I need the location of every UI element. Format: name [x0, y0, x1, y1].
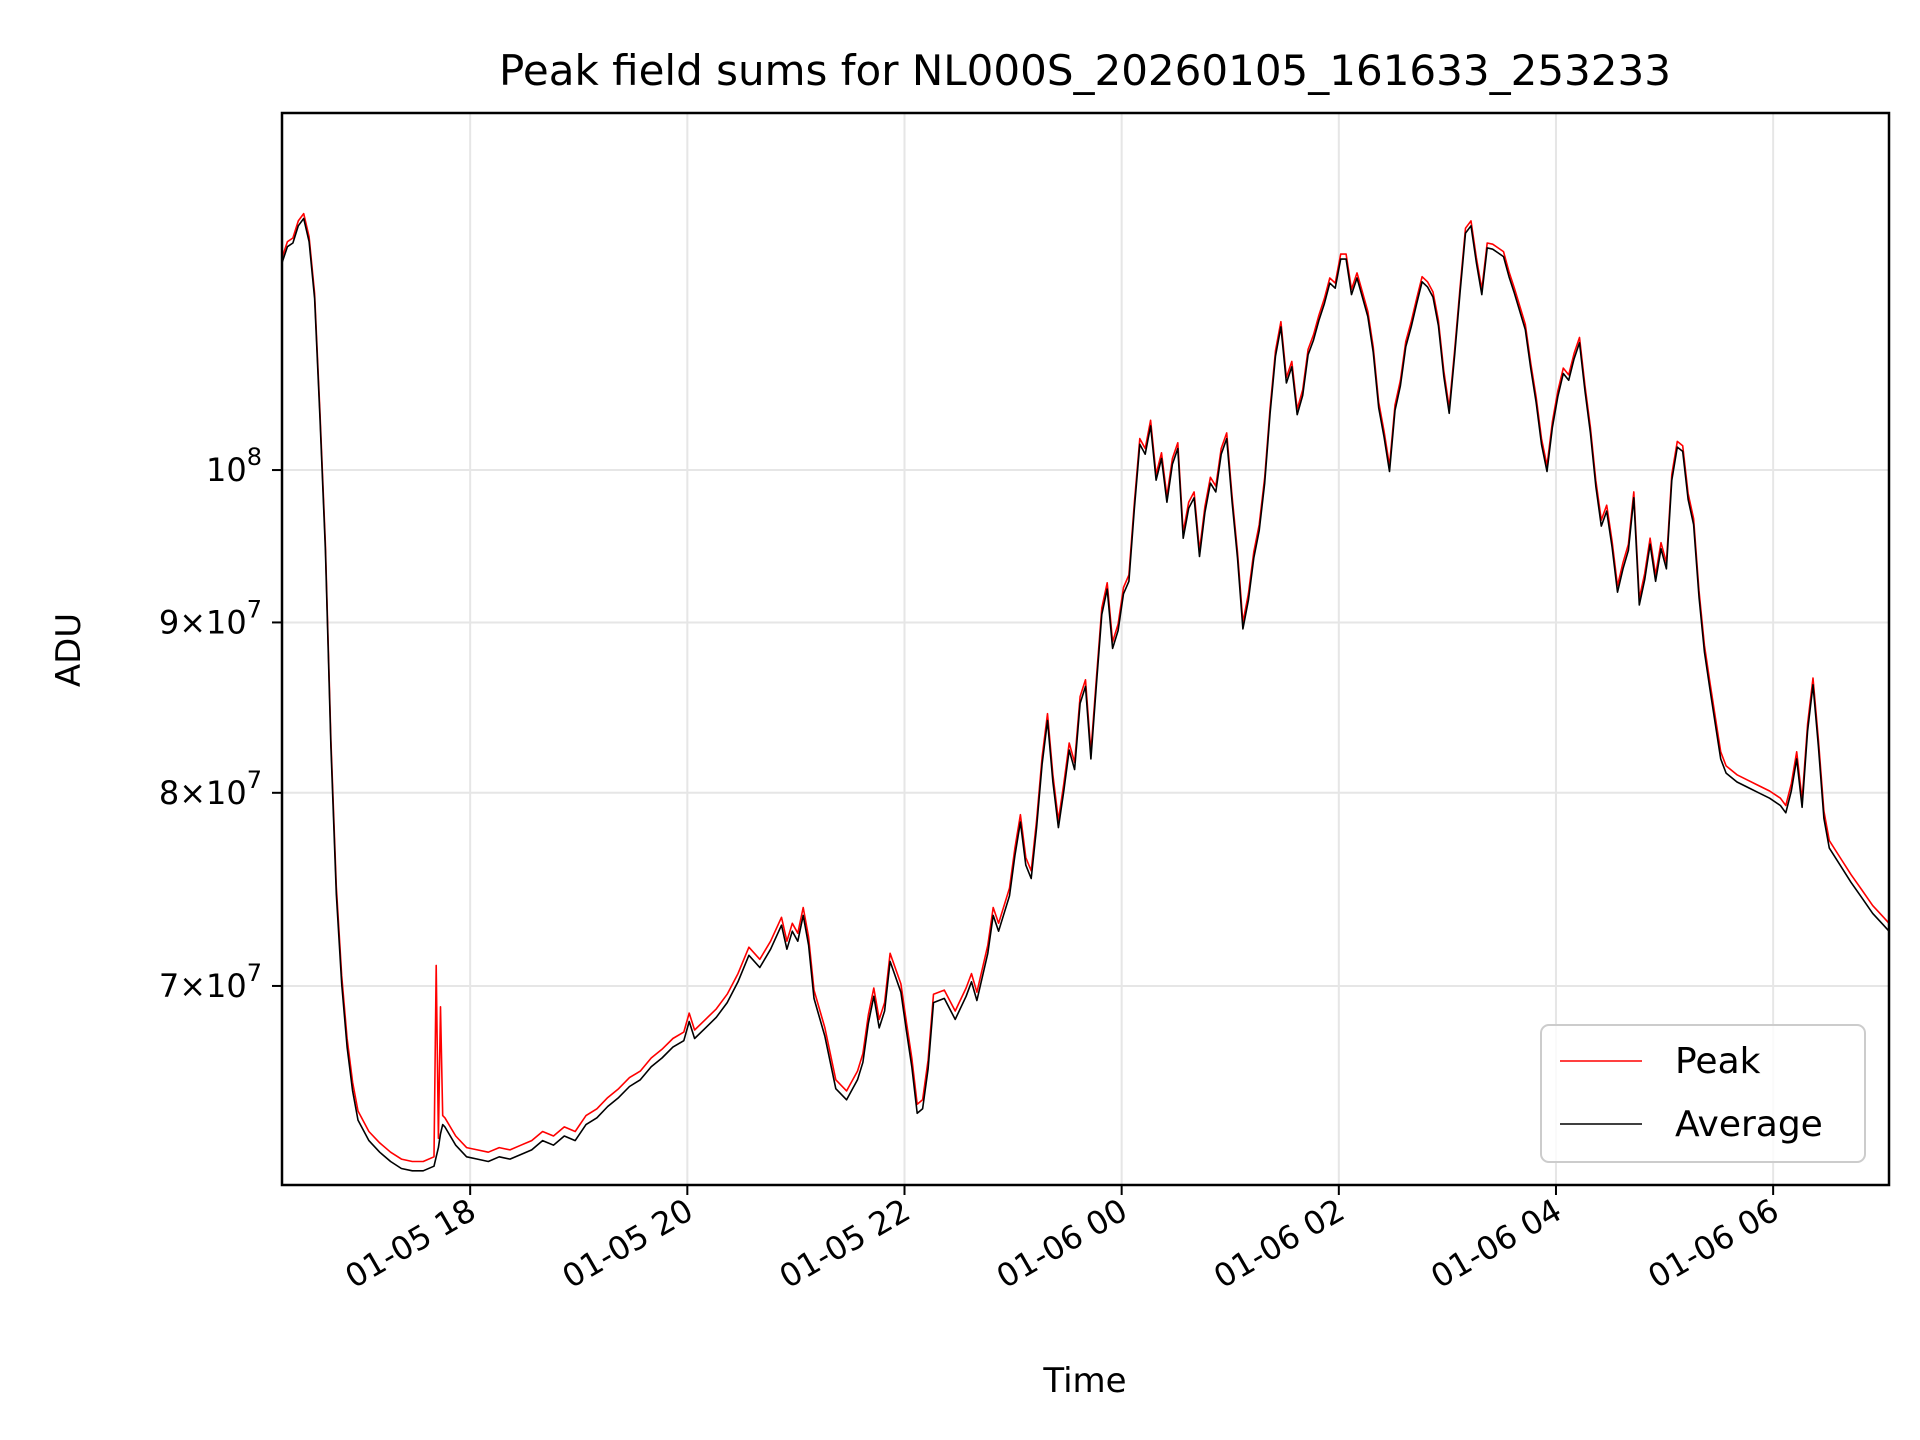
plot-frame	[280, 111, 1891, 1187]
legend-label-average: Average	[1675, 1104, 1823, 1145]
legend: Peak Average	[1540, 1024, 1866, 1163]
y-tick-label: 108	[206, 443, 262, 489]
y-tick-label: 8×107	[159, 766, 262, 812]
x-axis-label: Time	[1042, 1361, 1126, 1401]
grid	[282, 113, 1889, 1185]
series-line-average	[281, 217, 1890, 1172]
chart-title: Peak field sums for NL000S_20260105_1616…	[499, 46, 1671, 95]
y-axis-label: ADU	[49, 613, 89, 687]
series-layer	[281, 212, 1890, 1172]
y-tick-label: 9×107	[159, 595, 262, 641]
legend-label-peak: Peak	[1675, 1041, 1761, 1082]
y-tick-label: 7×107	[159, 959, 262, 1005]
legend-box	[1540, 1024, 1866, 1163]
